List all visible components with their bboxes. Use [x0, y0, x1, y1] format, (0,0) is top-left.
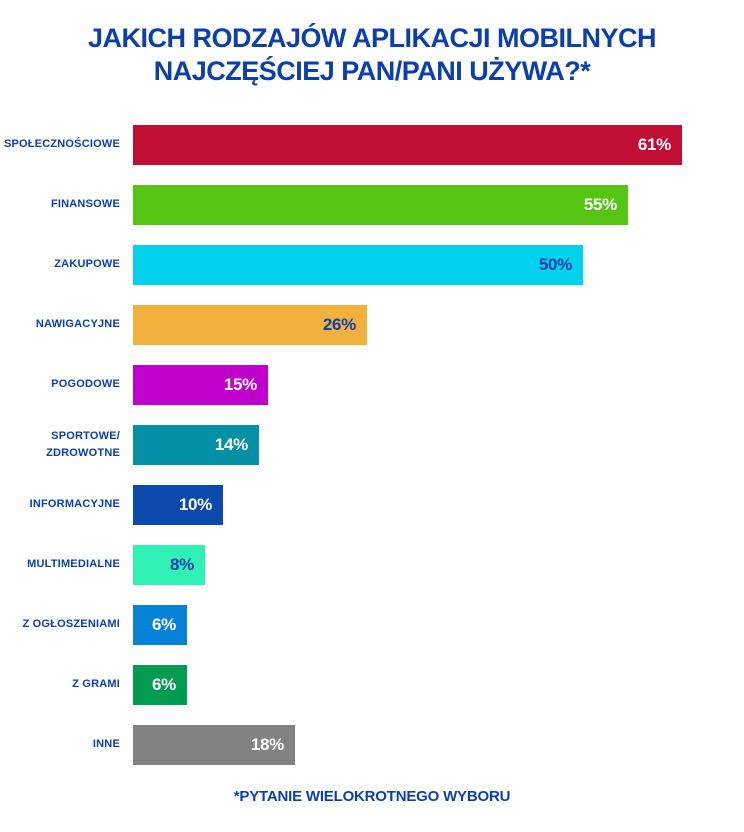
chart-row: Z OGŁOSZENIAMI 6% — [0, 605, 744, 645]
category-label: FINANSOWE — [50, 198, 120, 211]
category-label: Z GRAMI — [72, 678, 120, 691]
chart-row: SPORTOWE/ ZDROWOTNE 14% — [0, 425, 744, 465]
value-label: 6% — [152, 675, 176, 694]
value-bar: 61% — [133, 125, 682, 165]
chart-footnote: *PYTANIE WIELOKROTNEGO WYBORU — [233, 788, 511, 805]
category-label: POGODOWE — [51, 378, 120, 391]
value-bar: 8% — [133, 545, 205, 585]
chart-row: MULTIMEDIALNE 8% — [0, 545, 744, 585]
chart-row: ZAKUPOWE 50% — [0, 245, 744, 285]
category-label: MULTIMEDIALNE — [27, 558, 120, 571]
value-label: 55% — [583, 195, 617, 214]
category-label: ZAKUPOWE — [54, 258, 120, 271]
chart-row: NAWIGACYJNE 26% — [0, 305, 744, 345]
value-label: 10% — [178, 495, 212, 514]
category-label: NAWIGACYJNE — [35, 318, 120, 331]
value-bar: 15% — [133, 365, 268, 405]
value-bar: 6% — [133, 665, 187, 705]
category-label: SPOŁECZNOŚCIOWE — [3, 138, 120, 151]
value-bar: 55% — [133, 185, 628, 225]
value-bar: 18% — [133, 725, 295, 765]
chart-row: FINANSOWE 55% — [0, 185, 744, 225]
value-bar: 6% — [133, 605, 187, 645]
chart-row: SPOŁECZNOŚCIOWE 61% — [0, 125, 744, 165]
chart-row: POGODOWE 15% — [0, 365, 744, 405]
category-label: INFORMACYJNE — [29, 498, 120, 511]
value-label: 8% — [170, 555, 194, 574]
category-label: Z OGŁOSZENIAMI — [22, 618, 120, 631]
chart-title: JAKICH RODZAJÓW APLIKACJI MOBILNYCH NAJCZ… — [0, 22, 744, 88]
category-label: INNE — [92, 738, 120, 751]
value-label: 14% — [214, 435, 248, 454]
value-bar: 10% — [133, 485, 223, 525]
value-label: 61% — [637, 135, 671, 154]
value-label: 18% — [250, 735, 284, 754]
chart-title-line1: JAKICH RODZAJÓW APLIKACJI MOBILNYCH — [87, 23, 657, 53]
value-label: 26% — [322, 315, 356, 334]
value-label: 6% — [152, 615, 176, 634]
value-bar: 50% — [133, 245, 583, 285]
value-label: 15% — [223, 375, 257, 394]
chart-row: Z GRAMI 6% — [0, 665, 744, 705]
bar-chart: SPOŁECZNOŚCIOWE 61% FINANSOWE 55% ZAKUPOWE 50… — [0, 125, 744, 785]
value-bar: 14% — [133, 425, 259, 465]
chart-row: INFORMACYJNE 10% — [0, 485, 744, 525]
value-label: 50% — [538, 255, 572, 274]
value-bar: 26% — [133, 305, 367, 345]
category-label: SPORTOWE/ ZDROWOTNE — [46, 429, 120, 459]
chart-row: INNE 18% — [0, 725, 744, 765]
chart-title-line2: NAJCZĘŚCIEJ PAN/PANI UŻYWA?* — [153, 56, 591, 86]
